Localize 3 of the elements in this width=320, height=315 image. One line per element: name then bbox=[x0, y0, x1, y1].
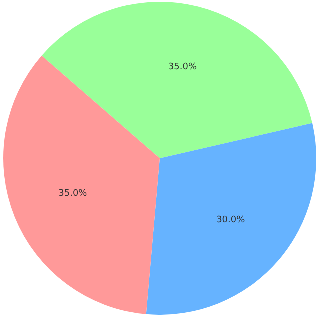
data-label: 30.0% bbox=[216, 215, 246, 226]
data-label: 35.0% bbox=[58, 189, 88, 200]
data-label: 35.0% bbox=[168, 62, 198, 73]
